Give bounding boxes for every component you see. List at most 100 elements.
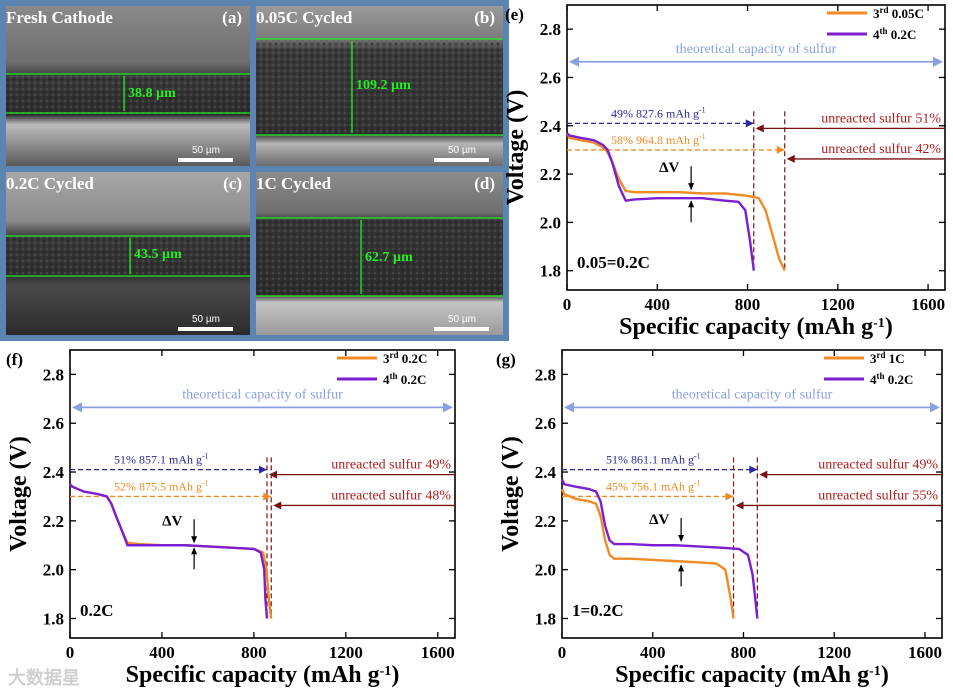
capacity-arrowhead bbox=[745, 119, 754, 128]
sem-letter-b: (b) bbox=[474, 8, 495, 27]
chart-e: 0 400 800 1200 1600 1.8 2.0 2.2 2.4 2.6 2.8 Specifi… bbox=[503, 0, 953, 345]
y-tick-label: 2.4 bbox=[535, 463, 557, 482]
chart-g: 0 400 800 1200 1600 1.8 2.0 2.2 2.4 2.6 2.8 Specifi… bbox=[490, 345, 953, 695]
sem-thickness-b: 109.2 µm bbox=[356, 78, 411, 93]
panel-letter: (f) bbox=[6, 350, 23, 369]
x-tick-label: 1600 bbox=[908, 643, 942, 662]
y-axis-title: Voltage (V) bbox=[498, 436, 524, 552]
y-tick-label: 2.0 bbox=[535, 561, 556, 580]
sem-scale-d: 50 µm bbox=[448, 314, 476, 325]
rate-label: 1=0.2C bbox=[572, 601, 624, 620]
x-tick-label: 800 bbox=[241, 643, 267, 662]
series-line bbox=[560, 488, 735, 619]
capacity-label: 45% 756.1 mAh g-1 bbox=[606, 478, 701, 493]
unreacted-label: unreacted sulfur 55% bbox=[818, 488, 938, 503]
y-tick-label: 2.2 bbox=[535, 512, 556, 531]
unreacted-arrowhead bbox=[273, 501, 282, 510]
series-line bbox=[566, 132, 756, 271]
sem-image-a bbox=[6, 6, 250, 166]
y-tick-label: 2.4 bbox=[43, 463, 65, 482]
delta-v-head-top bbox=[688, 183, 695, 191]
capacity-arrowhead bbox=[776, 145, 785, 154]
delta-v-label: ΔV bbox=[649, 512, 669, 528]
capacity-arrowhead bbox=[725, 492, 734, 501]
legend-label: 4th 0.2C bbox=[870, 371, 913, 387]
rate-label: 0.05=0.2C bbox=[577, 253, 650, 272]
theoretical-arrow-right bbox=[933, 56, 943, 67]
sem-label-a: Fresh Cathode bbox=[6, 8, 113, 27]
y-tick-label: 2.8 bbox=[540, 20, 561, 39]
delta-v-label: ΔV bbox=[162, 513, 182, 529]
x-tick-label: 0 bbox=[66, 643, 75, 662]
x-tick-label: 1200 bbox=[817, 643, 851, 662]
rate-label: 0.2C bbox=[80, 601, 114, 620]
sem-thickness-c: 43.5 µm bbox=[134, 247, 182, 262]
x-tick-label: 0 bbox=[558, 643, 567, 662]
unreacted-arrowhead bbox=[759, 470, 768, 479]
legend-label: 4th 0.2C bbox=[383, 371, 426, 387]
y-tick-label: 2.0 bbox=[540, 213, 561, 232]
theoretical-arrow-left bbox=[564, 402, 574, 413]
x-axis-title: Specific capacity (mAh g-1) bbox=[615, 662, 889, 688]
capacity-label: 49% 827.6 mAh g-1 bbox=[611, 105, 706, 120]
y-tick-label: 2.2 bbox=[43, 512, 64, 531]
sem-scale-c: 50 µm bbox=[192, 314, 220, 325]
theoretical-arrow-right bbox=[443, 402, 453, 413]
sem-panel-a: Fresh Cathode (a) 38.8 µm 50 µm bbox=[6, 6, 250, 166]
series-line bbox=[69, 483, 273, 619]
capacity-arrowhead bbox=[749, 465, 758, 474]
sem-scale-b: 50 µm bbox=[448, 145, 476, 156]
sem-image-b bbox=[256, 6, 503, 166]
x-axis-title: Specific capacity (mAh g-1) bbox=[619, 314, 893, 340]
legend-label: 3rd 1C bbox=[870, 350, 905, 366]
unreacted-label: unreacted sulfur 42% bbox=[821, 142, 941, 157]
series-line bbox=[560, 478, 759, 619]
unreacted-label: unreacted sulfur 51% bbox=[821, 111, 941, 126]
unreacted-arrowhead bbox=[786, 154, 795, 163]
y-tick-label: 2.0 bbox=[43, 561, 64, 580]
sem-label-b: 0.05C Cycled bbox=[256, 8, 353, 27]
delta-v-label: ΔV bbox=[659, 160, 679, 176]
unreacted-arrowhead bbox=[269, 470, 278, 479]
sem-letter-a: (a) bbox=[222, 8, 242, 27]
capacity-arrowhead bbox=[259, 465, 268, 474]
sem-image-d bbox=[256, 172, 503, 335]
sem-letter-c: (c) bbox=[223, 174, 242, 193]
series-line bbox=[69, 483, 269, 619]
capacity-label: 51% 857.1 mAh g-1 bbox=[114, 452, 209, 467]
panel-letter: (e) bbox=[505, 5, 524, 24]
y-tick-label: 2.6 bbox=[535, 414, 556, 433]
y-tick-label: 1.8 bbox=[43, 609, 64, 628]
y-tick-label: 2.8 bbox=[43, 365, 64, 384]
legend-label: 3rd 0.05C bbox=[873, 5, 924, 21]
unreacted-label: unreacted sulfur 49% bbox=[818, 458, 938, 473]
x-tick-label: 1200 bbox=[821, 295, 855, 314]
delta-v-head-bottom bbox=[191, 547, 198, 555]
x-tick-label: 1200 bbox=[329, 643, 363, 662]
x-tick-label: 400 bbox=[640, 643, 666, 662]
x-tick-label: 400 bbox=[149, 643, 175, 662]
y-tick-label: 1.8 bbox=[535, 609, 556, 628]
y-tick-label: 2.6 bbox=[540, 68, 561, 87]
capacity-label: 52% 875.5 mAh g-1 bbox=[114, 478, 209, 493]
panel-letter: (g) bbox=[496, 350, 516, 369]
capacity-label: 51% 861.1 mAh g-1 bbox=[606, 452, 701, 467]
sem-label-c: 0.2C Cycled bbox=[6, 174, 94, 193]
sem-thickness-d: 62.7 µm bbox=[365, 250, 413, 265]
delta-v-head-top bbox=[191, 536, 198, 544]
plot-frame bbox=[69, 349, 456, 639]
unreacted-label: unreacted sulfur 48% bbox=[331, 488, 451, 503]
sem-thickness-a: 38.8 µm bbox=[128, 86, 176, 101]
chart-f: 0 400 800 1200 1600 1.8 2.0 2.2 2.4 2.6 2.8 Specifi… bbox=[0, 345, 470, 695]
x-tick-label: 800 bbox=[731, 643, 757, 662]
y-tick-label: 1.8 bbox=[540, 262, 561, 281]
plot-frame bbox=[561, 349, 943, 639]
theoretical-arrow-left bbox=[569, 56, 579, 67]
sem-scale-a: 50 µm bbox=[192, 145, 220, 156]
x-tick-label: 1600 bbox=[421, 643, 455, 662]
unreacted-arrowhead bbox=[735, 501, 744, 510]
capacity-label: 58% 964.8 mAh g-1 bbox=[611, 132, 706, 147]
theoretical-arrow-left bbox=[72, 402, 82, 413]
delta-v-head-bottom bbox=[688, 200, 695, 208]
x-tick-label: 1600 bbox=[911, 295, 945, 314]
